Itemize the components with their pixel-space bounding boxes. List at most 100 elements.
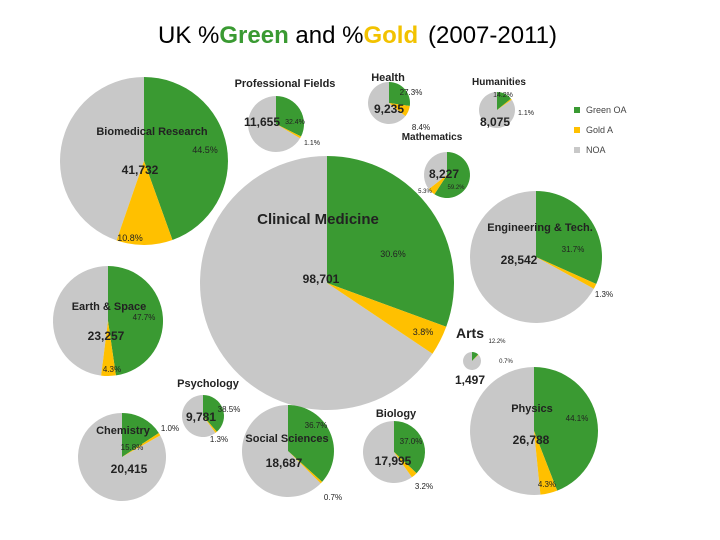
- label-green-pct-psychology: 38.5%: [218, 405, 241, 414]
- label-green-pct-clinical-medicine: 30.6%: [380, 249, 406, 259]
- slice-gold-mathematics: [428, 175, 447, 195]
- label-total-professional-fields: 11,655: [244, 115, 280, 129]
- label-gold-pct-engineering-and-tech: 1.3%: [595, 290, 613, 299]
- pie-engineering-and-tech: Engineering & Tech. 28,542 31.7% 1.3%: [470, 191, 613, 323]
- pie-earth-and-space: Earth & Space 23,257 47.7% 4.3%: [52, 265, 164, 377]
- label-green-pct-health: 27.3%: [400, 88, 423, 97]
- pie-mathematics: Mathematics 8,227 59.2% 5.3%: [402, 132, 471, 198]
- pie-biomedical-research: Biomedical Research 41,732 44.5% 10.8%: [59, 77, 228, 245]
- slice-green-clinical-medicine: [327, 156, 455, 327]
- pie-physics: Physics 26,788 44.1% 4.3%: [470, 367, 598, 495]
- slice-green-earth-and-space: [108, 265, 164, 376]
- label-total-mathematics: 8,227: [429, 167, 459, 181]
- slice-green-arts: [472, 352, 479, 361]
- label-green-pct-biology: 37.0%: [400, 437, 423, 446]
- label-green-pct-biomedical-research: 44.5%: [192, 145, 218, 155]
- pie-arts: Arts 1,497 12.2% 0.7%: [455, 325, 514, 387]
- label-name-professional-fields: Professional Fields: [235, 78, 336, 90]
- legend: Green OA Gold A NOA: [574, 100, 627, 160]
- label-name-engineering-and-tech: Engineering & Tech.: [487, 222, 593, 234]
- label-total-clinical-medicine: 98,701: [303, 272, 340, 286]
- slice-noa-biomedical-research: [59, 77, 145, 241]
- label-total-arts: 1,497: [455, 373, 485, 387]
- slice-green-psychology: [203, 395, 224, 432]
- label-gold-pct-physics: 4.3%: [538, 480, 556, 489]
- pie-clinical-medicine: Clinical Medicine 98,701 30.6% 3.8%: [200, 156, 455, 411]
- slice-gold-professional-fields: [276, 124, 302, 139]
- legend-item-green: Green OA: [574, 100, 627, 120]
- label-total-psychology: 9,781: [186, 410, 216, 424]
- slice-noa-engineering-and-tech: [470, 191, 594, 323]
- label-name-biology: Biology: [376, 408, 417, 420]
- slice-noa-professional-fields: [247, 95, 301, 153]
- label-name-physics: Physics: [511, 403, 553, 415]
- pie-health: Health 9,235 27.3% 8.4%: [368, 72, 430, 132]
- label-gold-pct-professional-fields: 1.1%: [304, 140, 320, 147]
- slice-gold-engineering-and-tech: [536, 257, 597, 289]
- slice-green-humanities: [497, 92, 512, 110]
- pie-humanities: Humanities 8,075 14.2% 1.1%: [472, 77, 534, 129]
- label-green-pct-arts: 12.2%: [488, 339, 506, 345]
- title-middle: and %: [288, 22, 364, 49]
- label-total-engineering-and-tech: 28,542: [501, 253, 538, 267]
- slice-green-social-sciences: [288, 405, 334, 482]
- label-total-physics: 26,788: [513, 433, 550, 447]
- pie-biology: Biology 17,995 37.0% 3.2%: [363, 408, 433, 491]
- slice-green-biomedical-research: [144, 77, 228, 241]
- legend-item-noa: NOA: [574, 140, 627, 160]
- slice-noa-arts: [462, 351, 481, 370]
- slice-gold-psychology: [203, 416, 217, 433]
- label-name-psychology: Psychology: [177, 378, 240, 390]
- label-name-clinical-medicine: Clinical Medicine: [257, 211, 379, 228]
- title-green-word: Green: [219, 22, 289, 49]
- slice-gold-biology: [394, 452, 417, 478]
- title-years: (2007-2011): [428, 22, 557, 49]
- slice-gold-social-sciences: [288, 451, 323, 484]
- legend-label-noa: NOA: [586, 145, 606, 155]
- label-gold-pct-biology: 3.2%: [415, 482, 433, 491]
- slice-noa-social-sciences: [241, 405, 321, 498]
- pie-chemistry: Chemistry 20,415 15.8% 1.0%: [78, 413, 179, 502]
- label-gold-pct-social-sciences: 0.7%: [324, 493, 342, 502]
- label-gold-pct-psychology: 1.3%: [210, 435, 228, 444]
- slice-green-biology: [394, 421, 426, 474]
- label-green-pct-humanities: 14.2%: [493, 92, 513, 99]
- slice-noa-biology: [363, 421, 412, 483]
- label-name-biomedical-research: Biomedical Research: [96, 126, 208, 138]
- label-green-pct-professional-fields: 32.4%: [285, 119, 305, 126]
- label-gold-pct-earth-and-space: 4.3%: [103, 365, 121, 374]
- title-prefix: UK %: [158, 22, 220, 49]
- slice-gold-earth-and-space: [101, 321, 116, 377]
- chart-title: UK %Green and %Gold (2007-2011): [0, 22, 720, 58]
- slice-green-mathematics: [434, 152, 471, 198]
- label-name-earth-and-space: Earth & Space: [72, 301, 147, 313]
- label-gold-pct-mathematics: 5.3%: [418, 189, 432, 195]
- label-gold-pct-arts: 0.7%: [499, 359, 513, 365]
- label-name-chemistry: Chemistry: [96, 425, 151, 437]
- slice-green-physics: [534, 367, 598, 491]
- label-green-pct-engineering-and-tech: 31.7%: [562, 245, 585, 254]
- slice-noa-physics: [470, 367, 541, 495]
- slice-gold-arts: [472, 354, 479, 361]
- label-gold-pct-health: 8.4%: [412, 123, 430, 132]
- slice-noa-humanities: [478, 92, 515, 128]
- label-gold-pct-biomedical-research: 10.8%: [117, 233, 143, 243]
- slice-gold-health: [389, 103, 410, 117]
- slice-noa-mathematics: [424, 152, 447, 190]
- label-total-chemistry: 20,415: [111, 462, 148, 476]
- pie-social-sciences: Social Sciences 18,687 36.7% 0.7%: [241, 405, 342, 502]
- pie-professional-fields: Professional Fields 11,655 32.4% 1.1%: [235, 78, 336, 153]
- title-gold-word: Gold: [363, 22, 419, 49]
- title-main: UK %Green and %Gold: [158, 22, 418, 50]
- label-total-health: 9,235: [374, 102, 404, 116]
- label-name-social-sciences: Social Sciences: [245, 433, 328, 445]
- label-green-pct-mathematics: 59.2%: [447, 185, 465, 191]
- slice-gold-humanities: [497, 98, 512, 110]
- slice-green-chemistry: [122, 413, 159, 457]
- slice-green-professional-fields: [276, 96, 305, 137]
- slice-noa-earth-and-space: [52, 266, 108, 376]
- label-gold-pct-humanities: 1.1%: [518, 110, 534, 117]
- label-total-social-sciences: 18,687: [266, 456, 303, 470]
